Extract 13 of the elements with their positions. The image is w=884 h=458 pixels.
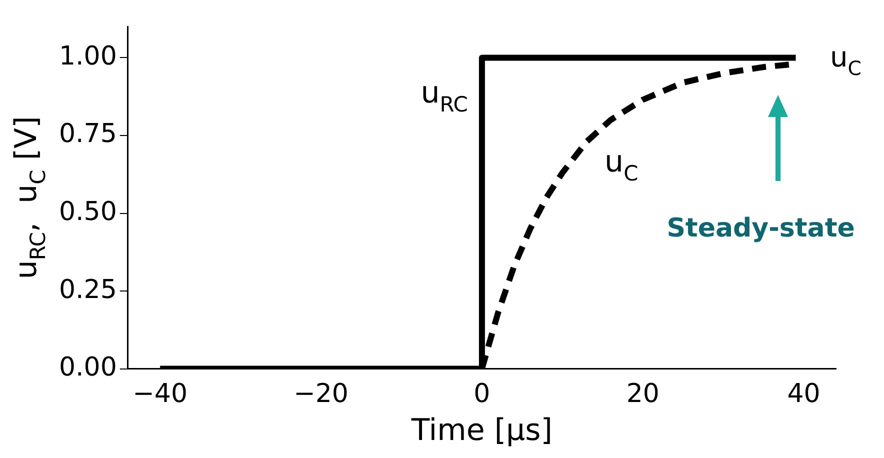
y-axis-title: uRC, uC [V] [9, 116, 50, 280]
x-tick-label: 20 [626, 379, 660, 410]
x-tick-label: 40 [787, 379, 820, 410]
y-tick-label: 0.50 [59, 197, 117, 228]
x-tick-label: −40 [132, 379, 188, 410]
x-tick-label: −20 [294, 379, 348, 410]
annotation: Steady-state [666, 214, 855, 244]
y-tick-label: 0.00 [59, 352, 117, 383]
y-tick-label: 0.25 [59, 274, 117, 305]
y-tick-label: 0.75 [59, 119, 117, 150]
x-axis-title: Time [μs] [410, 412, 552, 448]
x-tick-label: 0 [474, 379, 490, 410]
y-tick-label: 1.00 [59, 41, 117, 72]
